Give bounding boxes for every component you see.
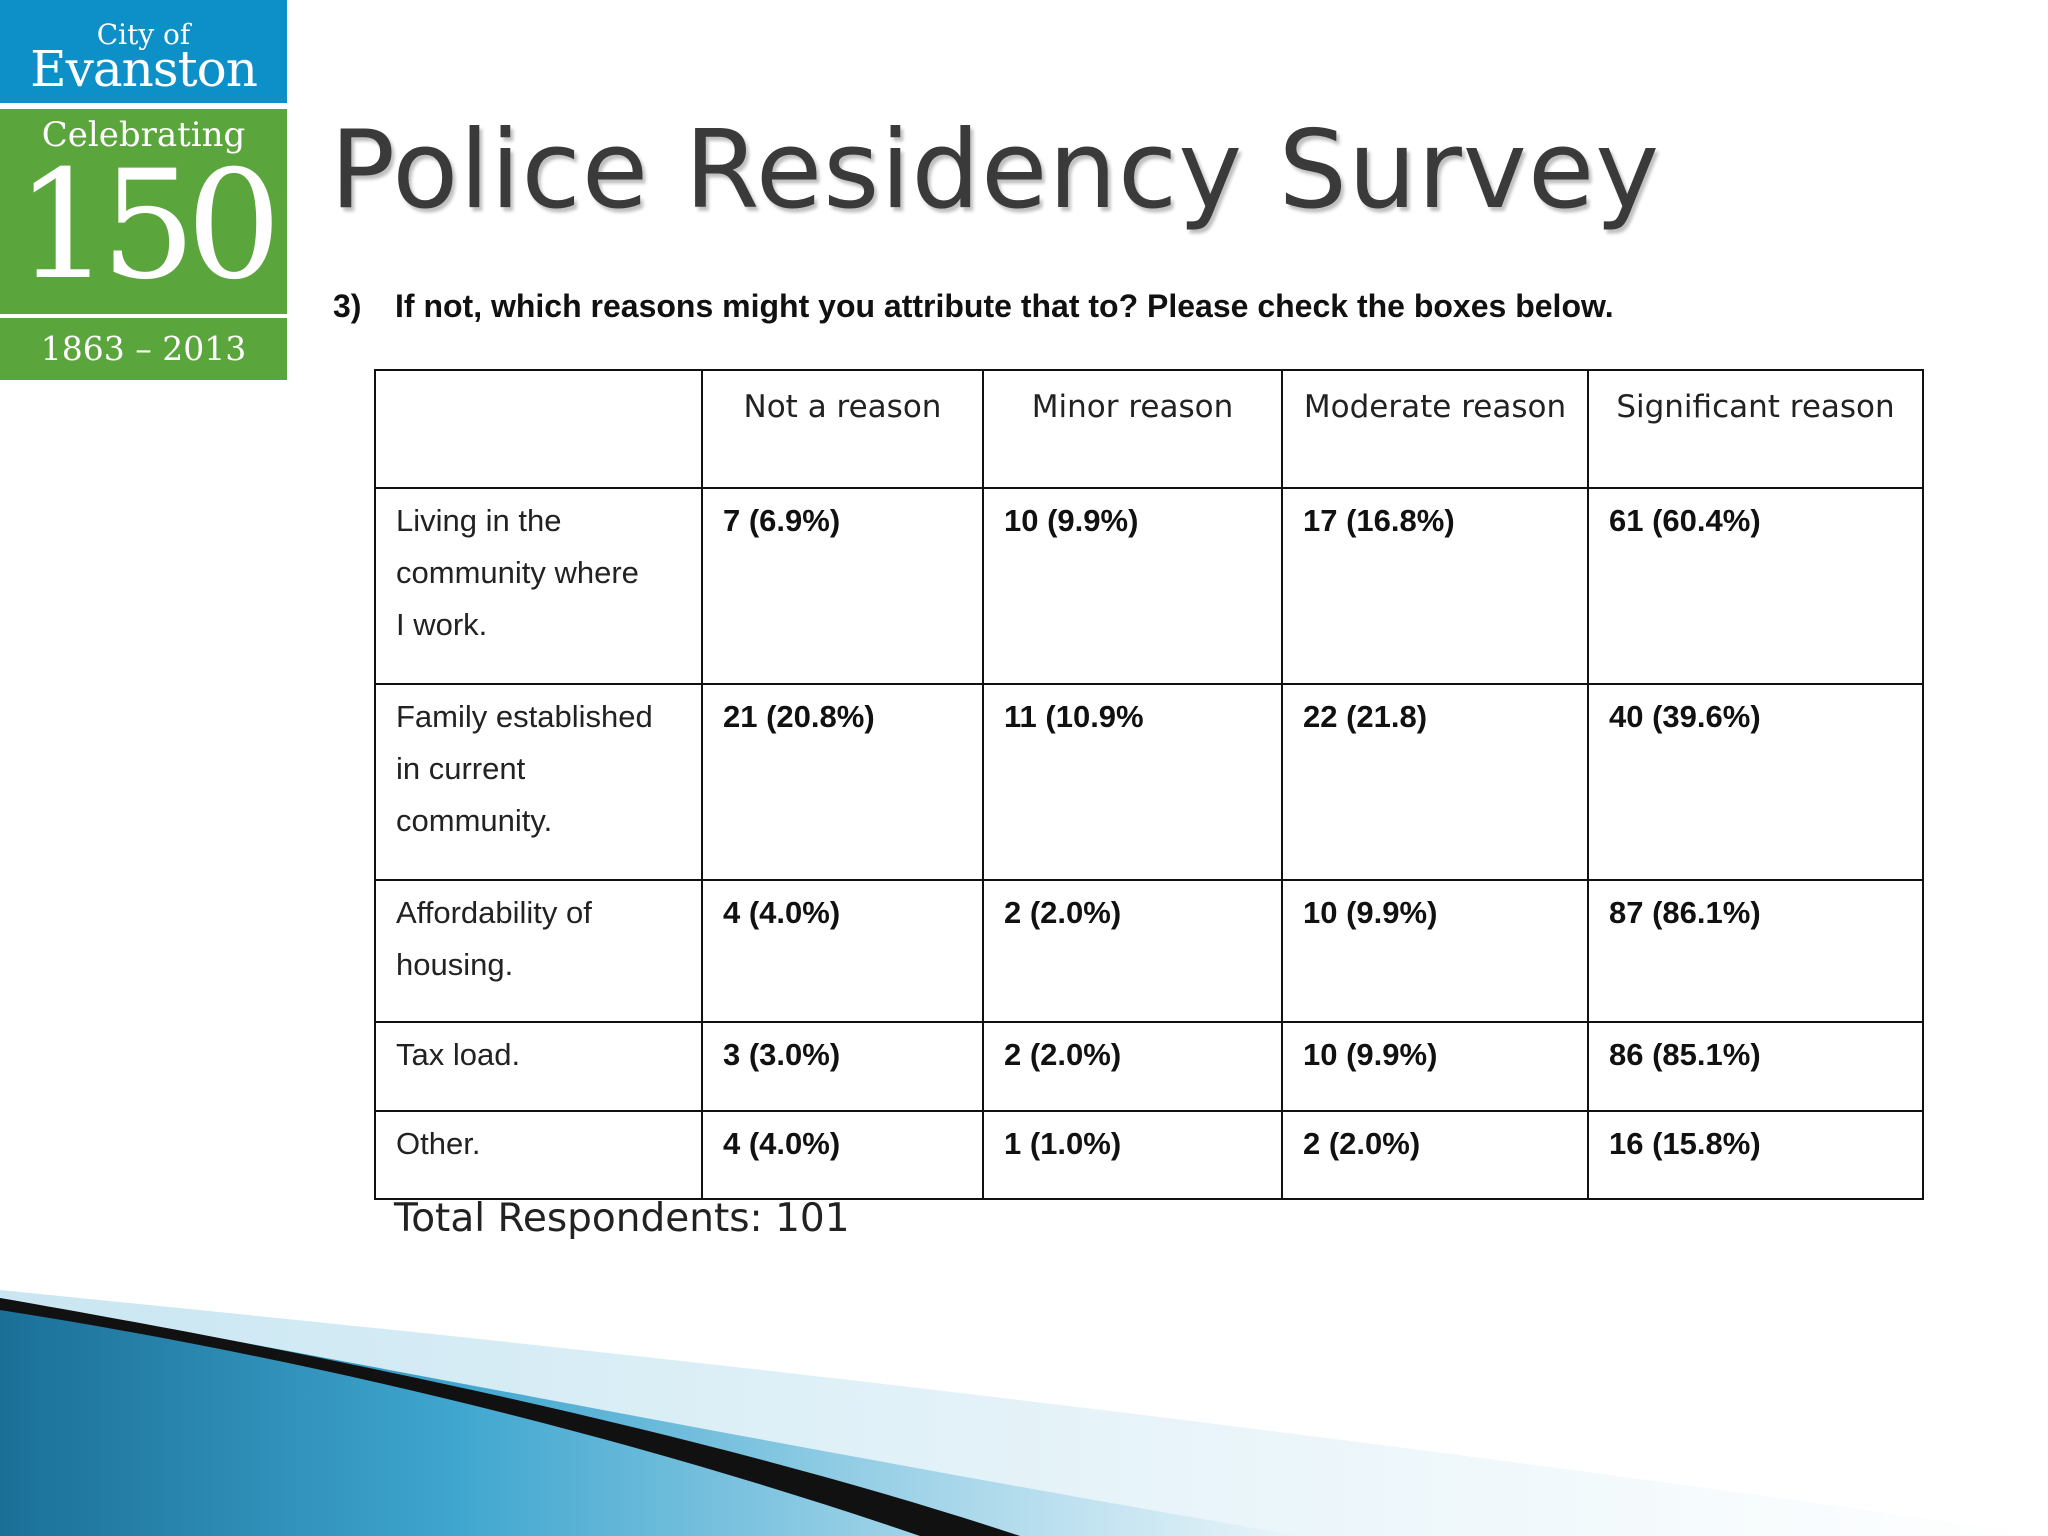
row-label-line: community. — [396, 803, 553, 838]
row-label-line: Tax load. — [396, 1037, 521, 1072]
logo-rule — [0, 314, 287, 318]
cell-moderate-reason: 17 (16.8%) — [1281, 487, 1589, 685]
row-label: Affordability of housing. — [374, 879, 703, 1023]
cell-minor-reason: 1 (1.0%) — [982, 1110, 1283, 1200]
survey-question: 3) If not, which reasons might you attrib… — [333, 288, 1614, 325]
cell-not-a-reason: 4 (4.0%) — [701, 1110, 984, 1200]
logo-city-name: Evanston — [30, 40, 258, 98]
cell-minor-reason: 2 (2.0%) — [982, 1021, 1283, 1112]
header-empty — [374, 369, 703, 489]
logo-bottom-band: Celebrating 150 1863 – 2013 — [0, 109, 287, 380]
logo-number: 150 — [15, 139, 281, 313]
cell-not-a-reason: 4 (4.0%) — [701, 879, 984, 1023]
row-label-line: Living in the — [396, 503, 562, 538]
cell-not-a-reason: 21 (20.8%) — [701, 683, 984, 881]
total-respondents: Total Respondents: 101 — [394, 1196, 850, 1241]
swoosh-blue — [0, 1298, 1300, 1536]
swoosh-dark — [0, 1298, 1020, 1536]
question-number: 3) — [333, 288, 362, 324]
cell-significant-reason: 87 (86.1%) — [1587, 879, 1924, 1023]
cell-minor-reason: 10 (9.9%) — [982, 487, 1283, 685]
row-label: Family established in current community. — [374, 683, 703, 881]
table-row: Other. 4 (4.0%) 1 (1.0%) 2 (2.0%) 16 (15… — [374, 1110, 1924, 1200]
city-of-evanston-logo: City of Evanston Celebrating 150 1863 – … — [0, 0, 287, 380]
row-label-line: in current — [396, 751, 526, 786]
decorative-swoosh — [0, 1290, 2048, 1536]
header-not-a-reason: Not a reason — [701, 369, 984, 489]
row-label-line: Affordability of — [396, 895, 592, 930]
cell-moderate-reason: 22 (21.8) — [1281, 683, 1589, 881]
row-label: Living in the community where I work. — [374, 487, 703, 685]
logo-city-of: City of — [96, 18, 191, 51]
cell-not-a-reason: 3 (3.0%) — [701, 1021, 984, 1112]
cell-significant-reason: 86 (85.1%) — [1587, 1021, 1924, 1112]
header-moderate-reason: Moderate reason — [1281, 369, 1589, 489]
header-minor-reason: Minor reason — [982, 369, 1283, 489]
survey-results-table: Not a reason Minor reason Moderate reaso… — [374, 369, 1924, 1200]
slide-title: Police Residency Survey — [330, 108, 1661, 233]
cell-not-a-reason: 7 (6.9%) — [701, 487, 984, 685]
row-label-line: I work. — [396, 607, 488, 642]
logo-years: 1863 – 2013 — [40, 329, 247, 368]
question-text: If not, which reasons might you attribut… — [395, 288, 1614, 324]
table-row: Tax load. 3 (3.0%) 2 (2.0%) 10 (9.9%) 86… — [374, 1021, 1924, 1112]
table-row: Family established in current community.… — [374, 683, 1924, 881]
logo-top-band: City of Evanston — [0, 0, 287, 103]
row-label-line: Other. — [396, 1126, 481, 1161]
table-row: Affordability of housing. 4 (4.0%) 2 (2.… — [374, 879, 1924, 1023]
row-label: Other. — [374, 1110, 703, 1200]
logo-divider — [0, 103, 287, 109]
cell-significant-reason: 61 (60.4%) — [1587, 487, 1924, 685]
cell-significant-reason: 16 (15.8%) — [1587, 1110, 1924, 1200]
header-significant-reason: Significant reason — [1587, 369, 1924, 489]
row-label: Tax load. — [374, 1021, 703, 1112]
row-label-line: community where — [396, 555, 639, 590]
logo-celebrating: Celebrating — [41, 115, 246, 155]
table-row: Living in the community where I work. 7 … — [374, 487, 1924, 685]
cell-minor-reason: 11 (10.9% — [982, 683, 1283, 881]
cell-moderate-reason: 2 (2.0%) — [1281, 1110, 1589, 1200]
row-label-line: Family established — [396, 699, 653, 734]
cell-moderate-reason: 10 (9.9%) — [1281, 1021, 1589, 1112]
cell-significant-reason: 40 (39.6%) — [1587, 683, 1924, 881]
cell-minor-reason: 2 (2.0%) — [982, 879, 1283, 1023]
row-label-line: housing. — [396, 947, 514, 982]
table-header-row: Not a reason Minor reason Moderate reaso… — [374, 369, 1924, 489]
cell-moderate-reason: 10 (9.9%) — [1281, 879, 1589, 1023]
